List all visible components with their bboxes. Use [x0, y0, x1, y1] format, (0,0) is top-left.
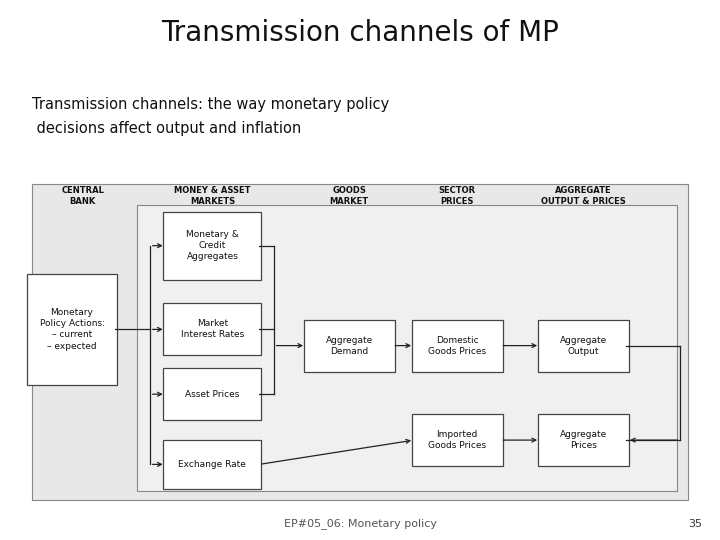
Text: Transmission channels of MP: Transmission channels of MP — [161, 19, 559, 47]
Text: Market
Interest Rates: Market Interest Rates — [181, 319, 244, 340]
FancyBboxPatch shape — [163, 440, 261, 489]
Text: CENTRAL
BANK: CENTRAL BANK — [61, 186, 104, 206]
FancyBboxPatch shape — [163, 212, 261, 280]
FancyBboxPatch shape — [163, 368, 261, 420]
FancyBboxPatch shape — [163, 303, 261, 355]
Text: Aggregate
Output: Aggregate Output — [559, 335, 607, 356]
Text: SECTOR
PRICES: SECTOR PRICES — [438, 186, 476, 206]
Text: AGGREGATE
OUTPUT & PRICES: AGGREGATE OUTPUT & PRICES — [541, 186, 626, 206]
Text: Aggregate
Demand: Aggregate Demand — [325, 335, 373, 356]
FancyBboxPatch shape — [538, 320, 629, 372]
Text: Transmission channels: the way monetary policy: Transmission channels: the way monetary … — [32, 97, 390, 112]
FancyBboxPatch shape — [27, 274, 117, 385]
FancyBboxPatch shape — [137, 205, 677, 491]
Text: Asset Prices: Asset Prices — [185, 390, 240, 399]
FancyBboxPatch shape — [304, 320, 395, 372]
Text: Aggregate
Prices: Aggregate Prices — [559, 430, 607, 450]
FancyBboxPatch shape — [32, 184, 688, 500]
Text: GOODS
MARKET: GOODS MARKET — [330, 186, 369, 206]
Text: Monetary &
Credit
Aggregates: Monetary & Credit Aggregates — [186, 230, 239, 261]
Text: MONEY & ASSET
MARKETS: MONEY & ASSET MARKETS — [174, 186, 251, 206]
Text: Imported
Goods Prices: Imported Goods Prices — [428, 430, 486, 450]
Text: Exchange Rate: Exchange Rate — [179, 460, 246, 469]
FancyBboxPatch shape — [412, 414, 503, 466]
Text: decisions affect output and inflation: decisions affect output and inflation — [32, 122, 302, 137]
Text: EP#05_06: Monetary policy: EP#05_06: Monetary policy — [284, 518, 436, 529]
Text: Monetary
Policy Actions:
– current
– expected: Monetary Policy Actions: – current – exp… — [40, 308, 104, 350]
Text: Domestic
Goods Prices: Domestic Goods Prices — [428, 335, 486, 356]
FancyBboxPatch shape — [412, 320, 503, 372]
Text: 35: 35 — [688, 519, 702, 529]
FancyBboxPatch shape — [538, 414, 629, 466]
